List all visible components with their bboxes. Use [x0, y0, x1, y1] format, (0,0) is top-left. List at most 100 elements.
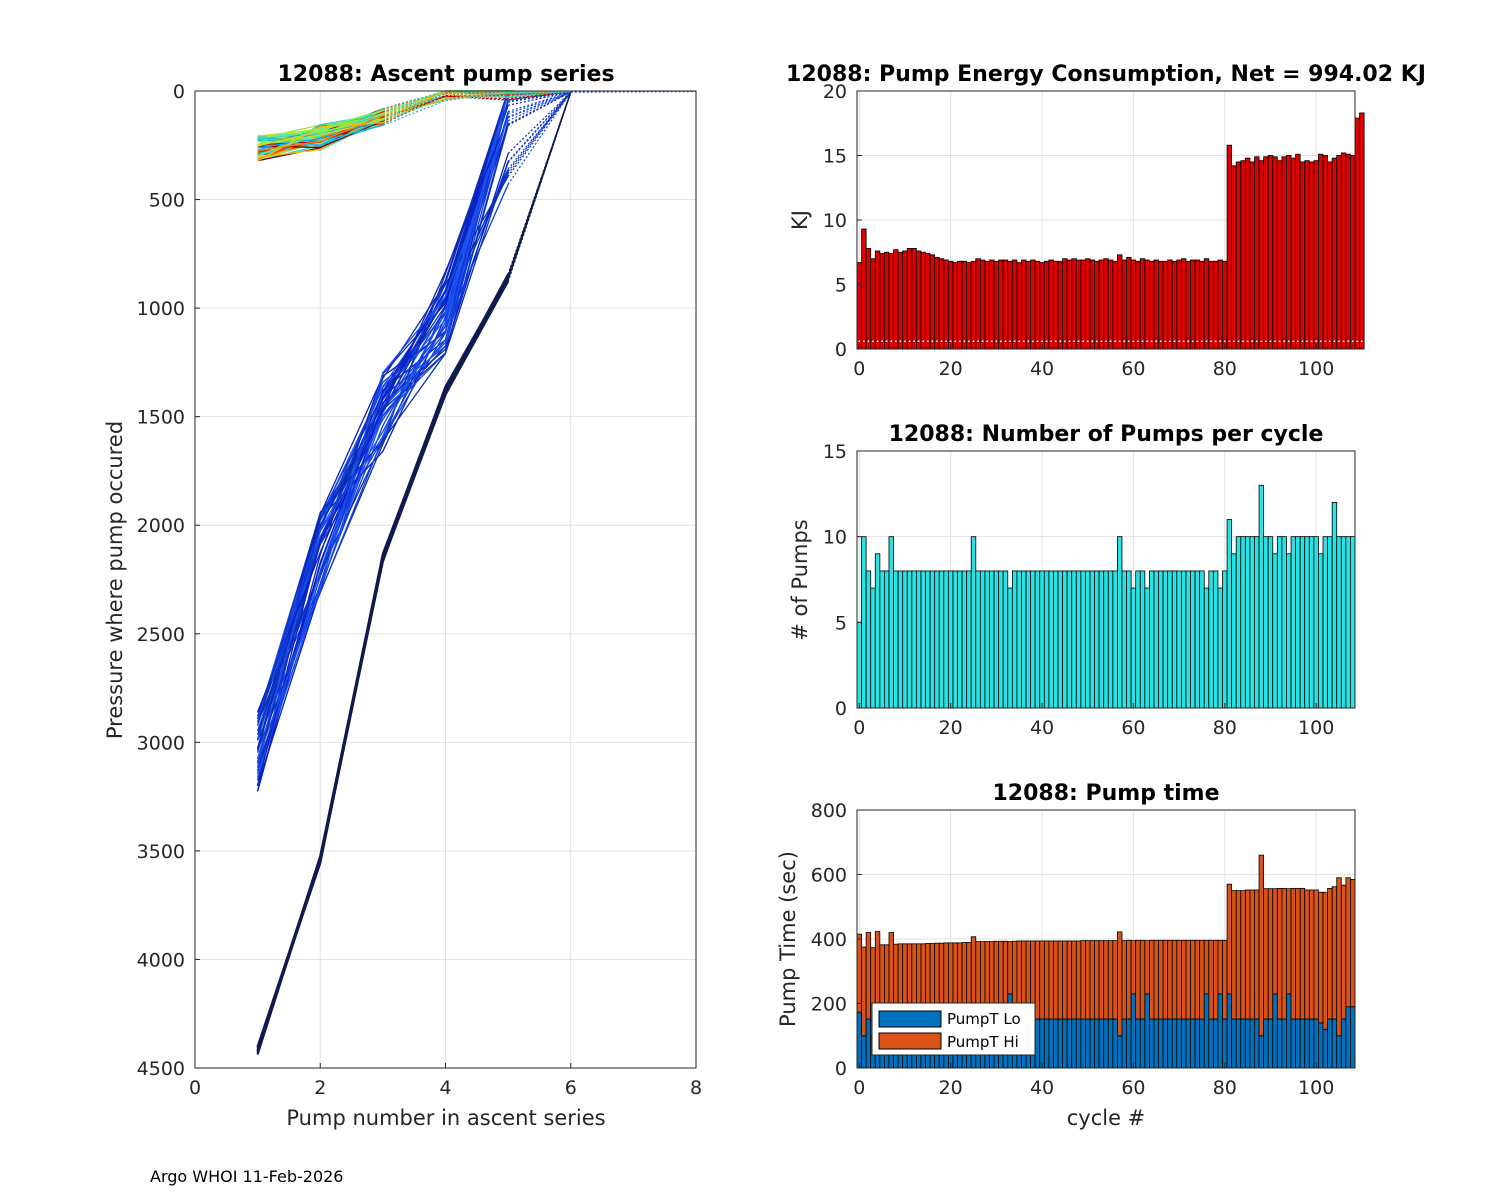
ascent-xtick-label: 0	[189, 1077, 201, 1099]
energy-bar	[1144, 259, 1150, 350]
time-bar-hi	[1217, 939, 1223, 995]
time-bar-lo	[1080, 1018, 1086, 1069]
time-bar-lo	[1176, 1018, 1182, 1069]
pumps-bar	[1267, 536, 1274, 709]
ascent-series-line	[257, 184, 509, 720]
pumps-bar	[1180, 570, 1187, 709]
time-bar-lo	[1194, 1018, 1201, 1069]
pumps-bar	[1281, 536, 1287, 709]
energy-reference-dot	[1201, 340, 1203, 343]
energy-bar	[1345, 153, 1351, 350]
time-bars	[856, 854, 1356, 1069]
energy-reference-dot	[1109, 340, 1112, 343]
energy-xtick-label: 0	[853, 358, 865, 380]
pumps-bar	[1313, 536, 1319, 709]
pumps-bar	[970, 536, 977, 709]
pumps-bar	[966, 570, 972, 709]
pumps-bar	[1117, 536, 1123, 709]
time-ticks: 0 20 40 60 80 100 0 200 400 600 800	[811, 800, 1335, 1099]
time-bar-hi	[1057, 940, 1063, 1020]
time-bar-lo	[1185, 1018, 1191, 1069]
ascent-series-line	[256, 90, 509, 740]
ascent-title: 12088: Ascent pump series	[277, 62, 614, 87]
energy-reference-dot	[1073, 340, 1075, 343]
time-bar-hi	[1039, 940, 1045, 1020]
pumps-bar	[865, 570, 872, 709]
time-bar-lo	[1281, 1018, 1287, 1069]
energy-panel: 0 20 40 60 80 100 0 5 10 15 20 12088: Pump Energy …	[786, 62, 1426, 380]
energy-bars	[856, 112, 1365, 350]
time-bar-hi	[1107, 940, 1114, 1020]
energy-reference-dot	[1333, 340, 1336, 343]
time-bar-hi	[861, 946, 867, 1037]
ascent-series-line	[257, 153, 509, 786]
time-bar-hi	[1062, 940, 1068, 1020]
pumps-bar	[1212, 570, 1219, 709]
legend-label-hi: PumpT Hi	[947, 1033, 1019, 1051]
time-bar-hi	[1226, 883, 1233, 995]
ascent-series-tail	[382, 90, 571, 113]
pumps-bar	[1007, 587, 1013, 709]
ascent-ytick-label: 4500	[137, 1058, 185, 1080]
energy-bar	[1354, 117, 1360, 350]
energy-reference-dot	[1223, 340, 1226, 343]
ascent-series-line	[257, 115, 384, 140]
energy-reference-dot	[954, 340, 957, 343]
time-bar-hi	[1299, 887, 1306, 1020]
ascent-xtick-label: 8	[690, 1077, 702, 1099]
pumps-bar	[1290, 536, 1297, 709]
energy-reference-dot	[1292, 340, 1295, 343]
pumps-bar	[1034, 570, 1041, 709]
time-title: 12088: Pump time	[992, 781, 1219, 806]
energy-bar	[1135, 260, 1141, 350]
pumps-bar	[1235, 536, 1242, 709]
pumps-bar	[1240, 536, 1246, 709]
energy-bar	[1244, 157, 1251, 350]
time-bar-lo	[1057, 1018, 1063, 1069]
energy-reference-dot	[872, 340, 874, 343]
energy-reference-dot	[1077, 340, 1080, 343]
energy-bar	[998, 259, 1004, 350]
time-bar-lo	[1308, 1018, 1315, 1069]
pumps-bar	[1103, 570, 1109, 709]
energy-reference-dot	[1191, 340, 1194, 343]
time-bar-lo	[1075, 1018, 1082, 1069]
energy-reference-dot	[1328, 340, 1331, 343]
energy-bar	[1171, 260, 1178, 350]
energy-reference-dot	[885, 340, 888, 343]
energy-bar	[929, 254, 936, 350]
energy-bar	[1053, 260, 1059, 350]
ascent-series-tail	[507, 91, 572, 170]
time-bar-lo	[1094, 1018, 1100, 1069]
time-bar-hi	[1345, 877, 1351, 1008]
time-bar-hi	[1244, 889, 1251, 1020]
energy-reference-dot	[1356, 340, 1359, 343]
pumps-bar	[856, 621, 862, 709]
time-bar-lo	[1263, 1018, 1269, 1069]
pumps-bar	[1075, 570, 1082, 709]
energy-reference-dot	[1022, 340, 1025, 343]
time-bar-lo	[1313, 1018, 1319, 1069]
ascent-ylabel: Pressure where pump occured	[103, 421, 127, 739]
time-bar-hi	[1066, 940, 1073, 1020]
time-bar-lo	[1199, 1018, 1205, 1069]
energy-reference-dot	[1324, 340, 1327, 343]
pumps-title: 12088: Number of Pumps per cycle	[889, 422, 1324, 447]
ascent-xlabel: Pump number in ascent series	[286, 1106, 605, 1130]
energy-reference-dot	[1319, 340, 1322, 343]
pumps-bar	[934, 570, 940, 709]
pumps-bar	[1062, 570, 1068, 709]
energy-xtick-label: 40	[1030, 358, 1054, 380]
energy-bar	[1030, 259, 1036, 350]
legend-swatch-hi	[878, 1032, 942, 1050]
ascent-surface-line	[570, 90, 697, 93]
pumps-bar	[897, 570, 904, 709]
time-bar-lo	[1318, 1022, 1324, 1069]
time-bar-lo	[1098, 1018, 1105, 1069]
energy-bar	[879, 253, 885, 350]
pumps-bar	[1263, 536, 1269, 709]
energy-reference-dot	[1169, 340, 1171, 343]
energy-bar	[966, 262, 972, 350]
ascent-ytick-label: 1000	[137, 298, 185, 320]
energy-ytick-label: 15	[823, 146, 847, 168]
